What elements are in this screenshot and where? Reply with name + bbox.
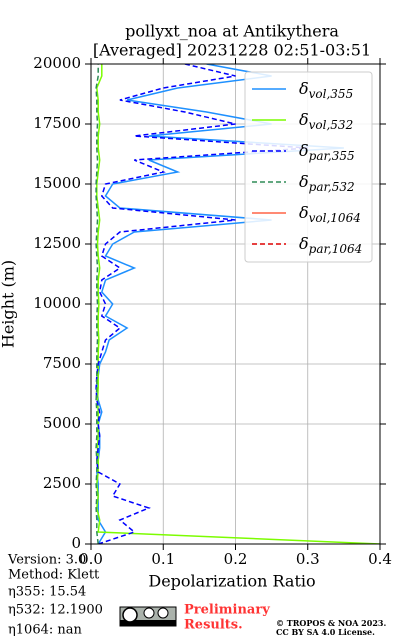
y-tick-label: 20000: [33, 54, 81, 72]
legend-label: δpar,1064: [299, 234, 362, 256]
y-tick-label: 17500: [33, 114, 81, 132]
x-tick-label: 0.4: [368, 550, 392, 568]
y-tick-label: 15000: [33, 174, 81, 192]
y-tick-label: 2500: [43, 474, 81, 492]
version: Version: 3.0: [7, 553, 86, 568]
profile-line: [95, 64, 99, 544]
x-axis-label: Depolarization Ratio: [148, 572, 315, 591]
eta-355: η355: 15.54: [8, 585, 86, 600]
eta-1064: η1064: nan: [8, 623, 83, 638]
preliminary: Preliminary: [184, 603, 270, 618]
profile-line: [96, 64, 380, 544]
cc-logo: [119, 606, 177, 627]
legend-label: δvol,1064: [299, 203, 361, 225]
x-tick-label: 0.3: [296, 550, 320, 568]
plot-frame: [90, 63, 381, 545]
chart-subtitle: [Averaged] 20231228 02:51-03:51: [93, 41, 371, 60]
y-axis-label: Height (m): [0, 260, 18, 348]
x-tick-label: 0.0: [79, 550, 103, 568]
y-tick-label: 5000: [43, 414, 81, 432]
copyright: CC BY SA 4.0 License.: [276, 627, 375, 637]
x-tick-label: 0.1: [151, 550, 175, 568]
x-tick-label: 0.2: [224, 550, 248, 568]
eta-532: η532: 12.1900: [8, 603, 103, 618]
y-tick-label: 0: [71, 534, 81, 552]
y-tick-label: 7500: [43, 354, 81, 372]
method: Method: Klett: [8, 568, 100, 583]
copyright: © TROPOS & NOA 2023.: [276, 618, 386, 628]
chart-title: pollyxt_noa at Antikythera: [125, 22, 339, 41]
legend-label: δvol,532: [299, 110, 353, 132]
legend-label: δpar,532: [299, 172, 355, 194]
preliminary: Results.: [184, 618, 243, 633]
y-tick-label: 12500: [33, 234, 81, 252]
legend-label: δvol,355: [299, 79, 353, 101]
y-tick-label: 10000: [33, 294, 81, 312]
legend-label: δpar,355: [299, 141, 355, 163]
